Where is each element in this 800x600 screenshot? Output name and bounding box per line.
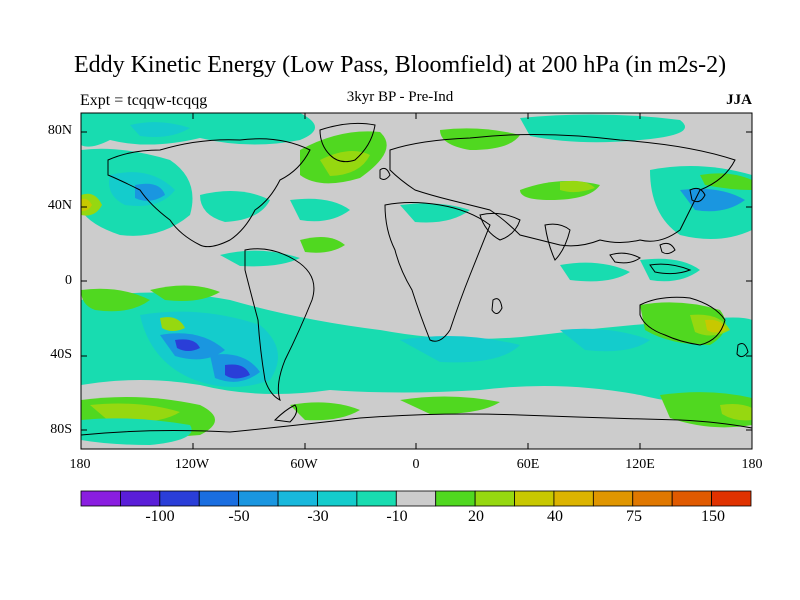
lon-tick-120w: 120W xyxy=(174,457,210,472)
axis-ticks xyxy=(81,113,752,449)
map-subtitle: 3kyr BP - Pre-Ind xyxy=(346,89,454,105)
season-label: JJA xyxy=(726,92,752,108)
colorbar-swatch xyxy=(317,490,358,507)
colorbar-swatch xyxy=(198,490,240,507)
lat-tick-80s: 80S xyxy=(50,422,72,437)
colorbar-label-40: 40 xyxy=(547,508,563,525)
colorbar-swatch xyxy=(474,490,515,507)
colorbar xyxy=(80,490,752,507)
coastlines xyxy=(81,122,752,436)
colorbar-swatch xyxy=(514,490,555,507)
colorbar-swatch xyxy=(238,490,279,507)
lat-tick-80n: 80N xyxy=(47,123,72,138)
colorbar-swatch xyxy=(671,490,712,507)
colorbar-swatch xyxy=(592,490,634,507)
ke-anomaly-fill xyxy=(81,113,752,445)
map-title: Eddy Kinetic Energy (Low Pass, Bloomfiel… xyxy=(73,52,727,78)
lon-tick-0: 0 xyxy=(412,457,420,472)
colorbar-swatch xyxy=(632,490,673,507)
lat-tick-40n: 40N xyxy=(47,198,72,213)
colorbar-label-75: 75 xyxy=(626,508,642,525)
colorbar-swatch xyxy=(80,490,121,507)
colorbar-label-neg50: -50 xyxy=(228,508,250,525)
colorbar-swatch xyxy=(395,490,437,507)
lon-tick-120e: 120E xyxy=(625,457,655,472)
lat-tick-40s: 40S xyxy=(50,347,72,362)
colorbar-label-neg30: -30 xyxy=(307,508,329,525)
colorbar-swatch xyxy=(553,490,594,507)
lon-tick-180w: 180 xyxy=(69,457,91,472)
colorbar-label-20: 20 xyxy=(468,508,484,525)
map-panel xyxy=(81,113,752,449)
lon-tick-180e: 180 xyxy=(741,457,763,472)
colorbar-label-neg100: -100 xyxy=(145,508,175,525)
colorbar-swatch xyxy=(120,490,161,507)
lon-tick-60w: 60W xyxy=(290,457,318,472)
colorbar-swatch xyxy=(711,490,752,507)
colorbar-swatch xyxy=(159,490,200,507)
lat-tick-0: 0 xyxy=(65,273,72,288)
colorbar-label-150: 150 xyxy=(701,508,725,525)
lon-tick-60e: 60E xyxy=(516,457,540,472)
colorbar-swatch xyxy=(356,490,397,507)
colorbar-swatch xyxy=(435,490,476,507)
colorbar-swatch xyxy=(277,490,318,507)
colorbar-label-neg10: -10 xyxy=(386,508,408,525)
experiment-label: Expt = tcqqw-tcqqg xyxy=(80,92,208,109)
